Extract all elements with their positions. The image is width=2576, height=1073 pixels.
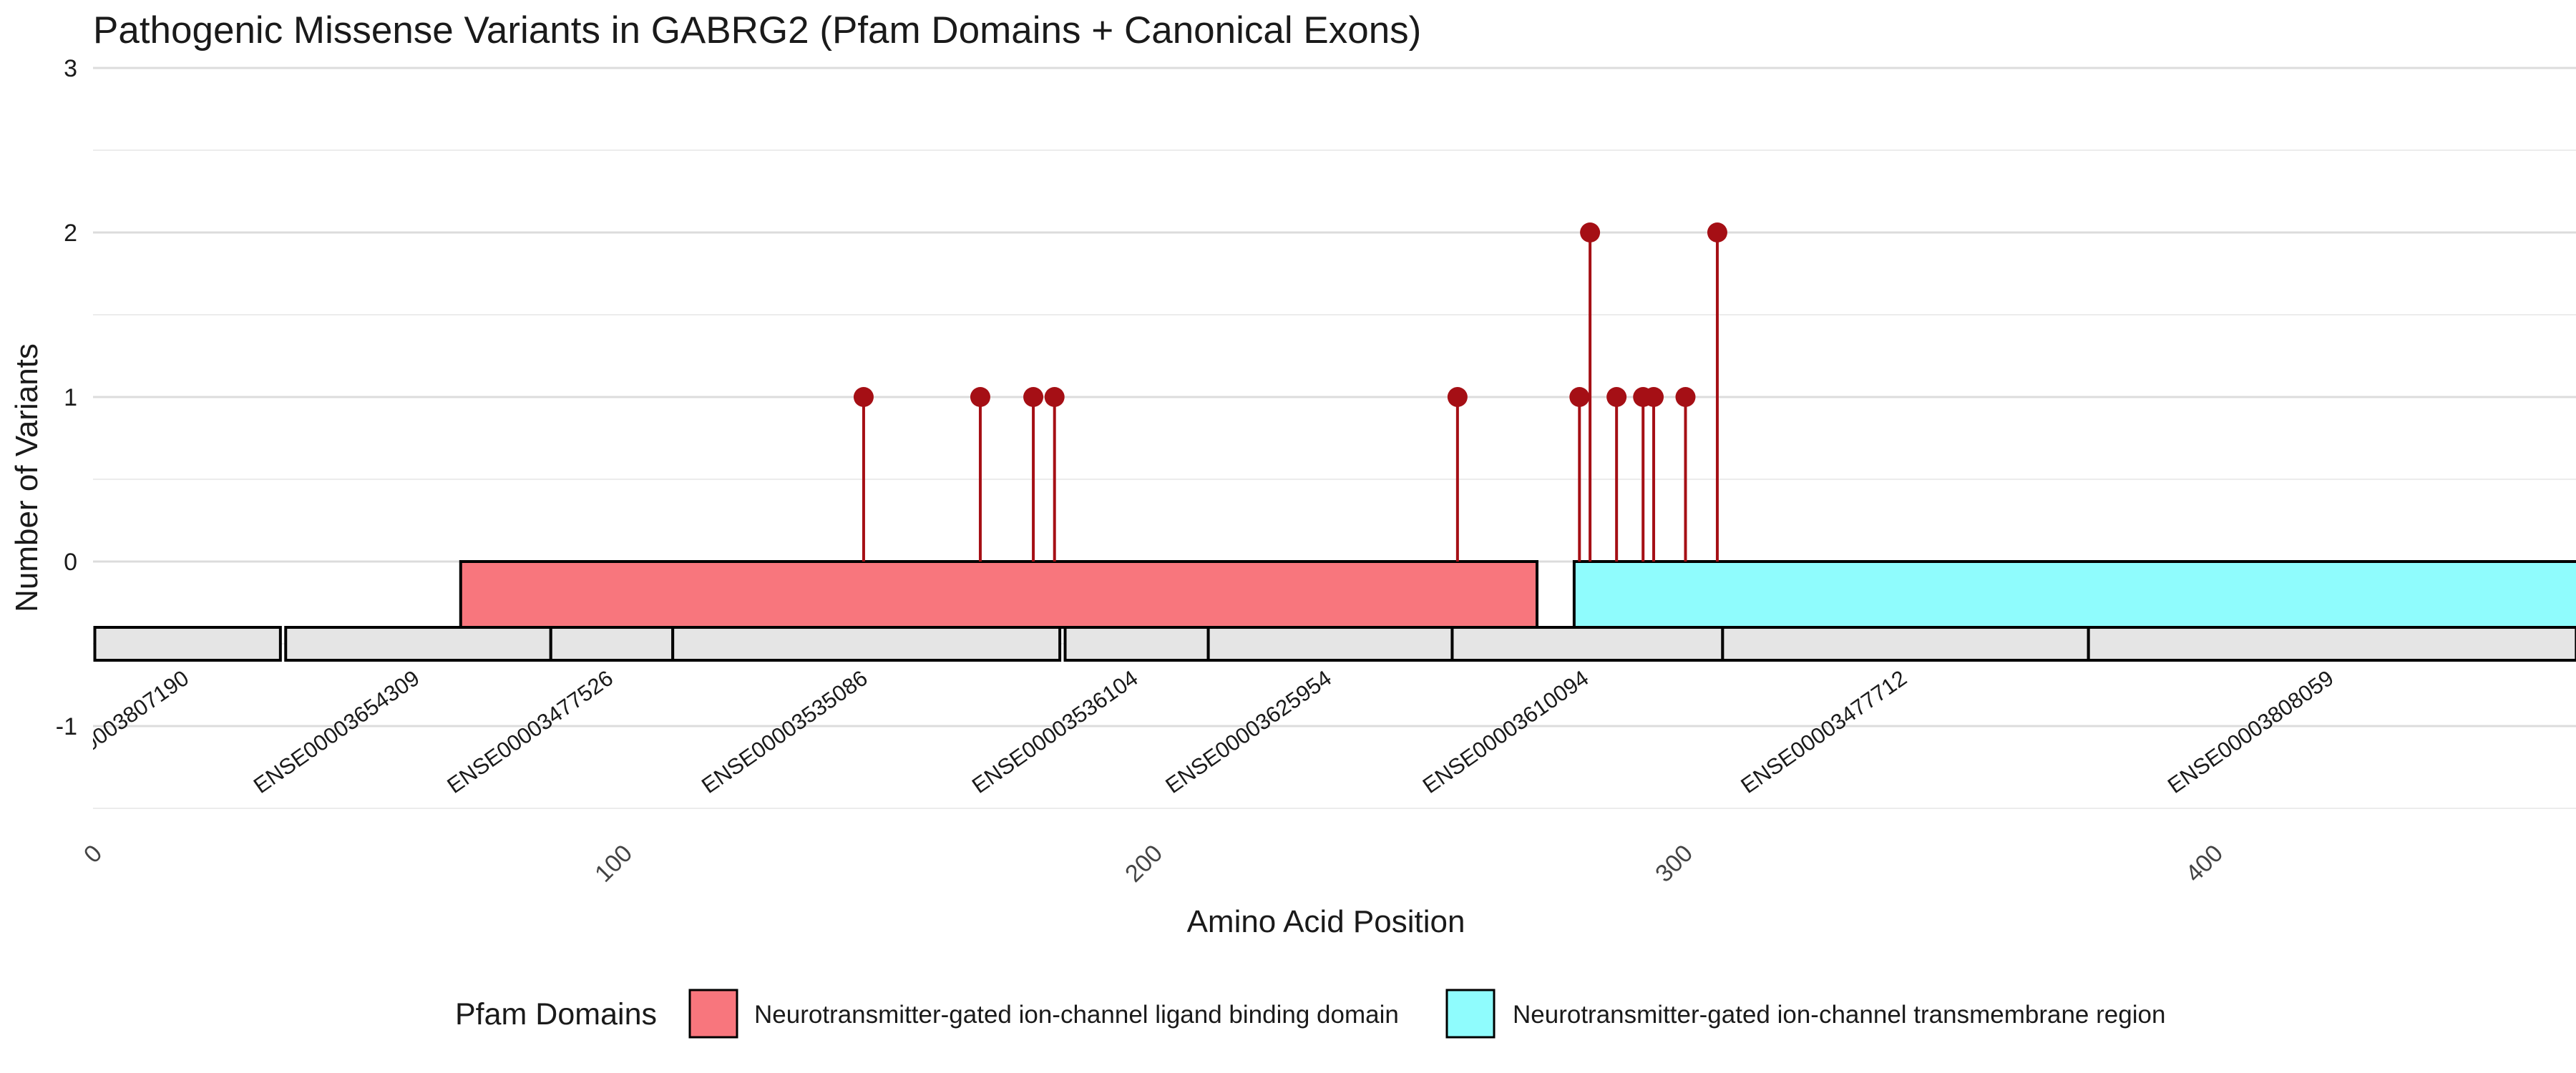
exon-label: ENSE00003536104 xyxy=(967,665,1143,798)
variant-point xyxy=(1580,222,1601,242)
legend-label-transmembrane: Neurotransmitter-gated ion-channel trans… xyxy=(1513,1001,2165,1029)
x-axis-title: Amino Acid Position xyxy=(1187,904,1465,939)
exon-box xyxy=(549,626,675,662)
pfam-domain-track xyxy=(459,560,2576,629)
legend-swatch-ligand-binding xyxy=(688,989,738,1039)
variant-point xyxy=(853,387,874,407)
y-axis-ticks: -1 0 1 2 3 xyxy=(56,55,77,740)
exon-label: ENSE00003807190 xyxy=(19,665,194,798)
variant-point xyxy=(1675,387,1696,407)
x-tick-label: 200 xyxy=(1120,840,1168,888)
y-tick-label: 1 xyxy=(64,384,77,411)
exon-label: ENSE00003808059 xyxy=(2163,665,2338,798)
variant-point xyxy=(1606,387,1627,407)
variant-lollipops xyxy=(853,222,1727,562)
legend-label-ligand-binding: Neurotransmitter-gated ion-channel ligan… xyxy=(754,1001,1399,1029)
exon-box xyxy=(93,626,282,662)
variant-point xyxy=(1644,387,1664,407)
exon-box xyxy=(1206,626,1454,662)
y-tick-label: 3 xyxy=(64,55,77,82)
x-tick-label: 300 xyxy=(1650,840,1698,888)
x-tick-label: 400 xyxy=(2180,840,2228,888)
variant-point xyxy=(1707,222,1727,242)
x-tick-label: 100 xyxy=(590,840,638,888)
exon-label: ENSE00003610094 xyxy=(1418,665,1594,798)
legend-swatch-transmembrane xyxy=(1445,989,1496,1039)
exon-box xyxy=(1063,626,1210,662)
exon-box xyxy=(284,626,552,662)
variant-point xyxy=(1447,387,1468,407)
y-tick-label: 0 xyxy=(64,549,77,576)
gridlines xyxy=(93,67,2576,809)
exon-track: ENSE00003807190 ENSE00003654309 ENSE000034… xyxy=(19,626,2576,798)
domain-box xyxy=(1572,560,2576,629)
variant-point xyxy=(1569,387,1590,407)
exon-box xyxy=(1721,626,2090,662)
variant-point xyxy=(970,387,990,407)
exon-label: ENSE00003535086 xyxy=(697,665,872,798)
exon-label: ENSE00003625954 xyxy=(1161,665,1336,798)
exon-box xyxy=(1450,626,1724,662)
y-axis-title: Number of Variants xyxy=(9,343,44,612)
exon-label: ENSE00003477712 xyxy=(1736,665,1911,798)
chart-title: Pathogenic Missense Variants in GABRG2 (… xyxy=(93,9,1421,52)
variant-point xyxy=(1023,387,1044,407)
y-tick-label: -1 xyxy=(56,713,77,740)
exon-label: ENSE00003654309 xyxy=(249,665,424,798)
exon-box xyxy=(671,626,1062,662)
variant-point xyxy=(1044,387,1065,407)
domain-box xyxy=(459,560,1539,629)
exon-box xyxy=(2087,626,2576,662)
x-axis-ticks: 0 100 200 300 400 xyxy=(79,840,2228,888)
x-tick-label: 0 xyxy=(79,840,107,868)
legend-title: Pfam Domains xyxy=(455,997,657,1032)
exon-label: ENSE00003477526 xyxy=(442,665,618,798)
legend: Pfam Domains Neurotransmitter-gated ion-… xyxy=(455,989,2165,1039)
y-tick-label: 2 xyxy=(64,220,77,247)
